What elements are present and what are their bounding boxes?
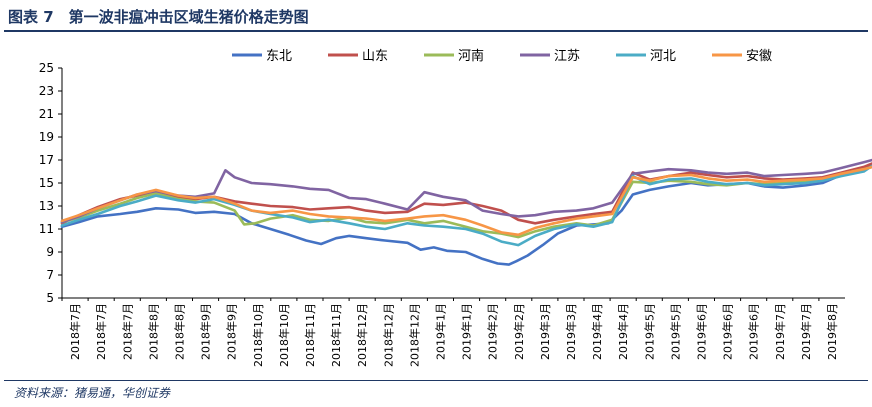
x-tick-label: 2018年8月 (172, 303, 186, 360)
x-tick-label: 2019年2月 (512, 303, 526, 360)
x-tick-label: 2019年3月 (538, 303, 552, 360)
x-tick-label: 2018年11月 (329, 303, 343, 367)
x-tick-label: 2018年7月 (120, 303, 134, 360)
x-tick-label: 2018年7月 (68, 303, 82, 360)
x-tick-label: 2018年10月 (251, 303, 265, 367)
y-axis: 5 7 9 11 13 15 17 19 21 23 25 (39, 61, 63, 305)
x-tick-label: 2018年12月 (381, 303, 395, 367)
x-tick-label: 2019年6月 (747, 303, 761, 360)
source-note: 资料来源：猪易通，华创证券 (14, 386, 171, 400)
series-line-江苏 (60, 158, 872, 224)
x-tick-label: 2018年7月 (94, 303, 108, 360)
y-tick-label: 9 (46, 245, 54, 259)
series-line-河南 (60, 165, 872, 239)
x-tick-label: 2019年7月 (799, 303, 813, 360)
x-tick-label: 2018年10月 (277, 303, 291, 367)
x-tick-label: 2019年4月 (616, 303, 630, 360)
legend-label-山东: 山东 (362, 49, 388, 64)
y-tick-label: 7 (46, 268, 54, 282)
x-tick-label: 2019年6月 (694, 303, 708, 360)
x-tick-label: 2019年1月 (433, 303, 447, 360)
x-tick-label: 2019年5月 (668, 303, 682, 360)
x-tick-label: 2019年3月 (564, 303, 578, 360)
y-tick-label: 13 (39, 199, 54, 213)
legend-label-江苏: 江苏 (554, 48, 580, 64)
y-tick-label: 25 (39, 61, 54, 75)
line-chart: 东北 山东 河南 江苏 河北 安徽 5 7 9 11 13 15 17 19 21 23 25 2018年7月… (39, 48, 872, 367)
series-line-东北 (60, 163, 872, 266)
legend-label-安徽: 安徽 (746, 49, 772, 64)
series-line-山东 (60, 162, 872, 225)
y-tick-label: 19 (39, 130, 54, 144)
series-lines (60, 158, 872, 266)
x-tick-label: 2018年11月 (303, 303, 317, 367)
x-tick-label: 2019年5月 (642, 303, 656, 360)
x-tick-label: 2018年12月 (407, 303, 421, 367)
y-tick-label: 21 (39, 107, 54, 121)
x-tick-label: 2019年6月 (721, 303, 735, 360)
x-tick-label: 2018年8月 (146, 303, 160, 360)
source-divider (4, 380, 868, 381)
series-line-安徽 (60, 165, 872, 237)
legend-label-河北: 河北 (650, 49, 676, 64)
x-tick-label: 2019年1月 (460, 303, 474, 360)
chart-title: 图表 7 第一波非瘟冲击区域生猪价格走势图 (8, 8, 309, 26)
x-axis: 2018年7月 2018年7月 2018年7月 2018年8月 2018年8月 2018年… (61, 297, 845, 367)
y-tick-label: 17 (39, 153, 54, 167)
x-tick-label: 2019年4月 (590, 303, 604, 360)
y-tick-label: 5 (46, 291, 54, 305)
x-tick-label: 2018年9月 (225, 303, 239, 360)
x-tick-label: 2019年8月 (825, 303, 839, 360)
x-tick-label: 2018年9月 (199, 303, 213, 360)
y-tick-label: 15 (39, 176, 54, 190)
chart-legend: 东北 山东 河南 江苏 河北 安徽 (232, 48, 772, 64)
y-tick-label: 11 (39, 222, 54, 236)
legend-label-河南: 河南 (458, 48, 484, 64)
legend-label-东北: 东北 (266, 49, 292, 64)
y-tick-label: 23 (39, 84, 54, 98)
x-tick-label: 2019年7月 (773, 303, 787, 360)
x-tick-label: 2019年2月 (486, 303, 500, 360)
title-divider (4, 30, 868, 32)
x-tick-label: 2018年12月 (355, 303, 369, 367)
